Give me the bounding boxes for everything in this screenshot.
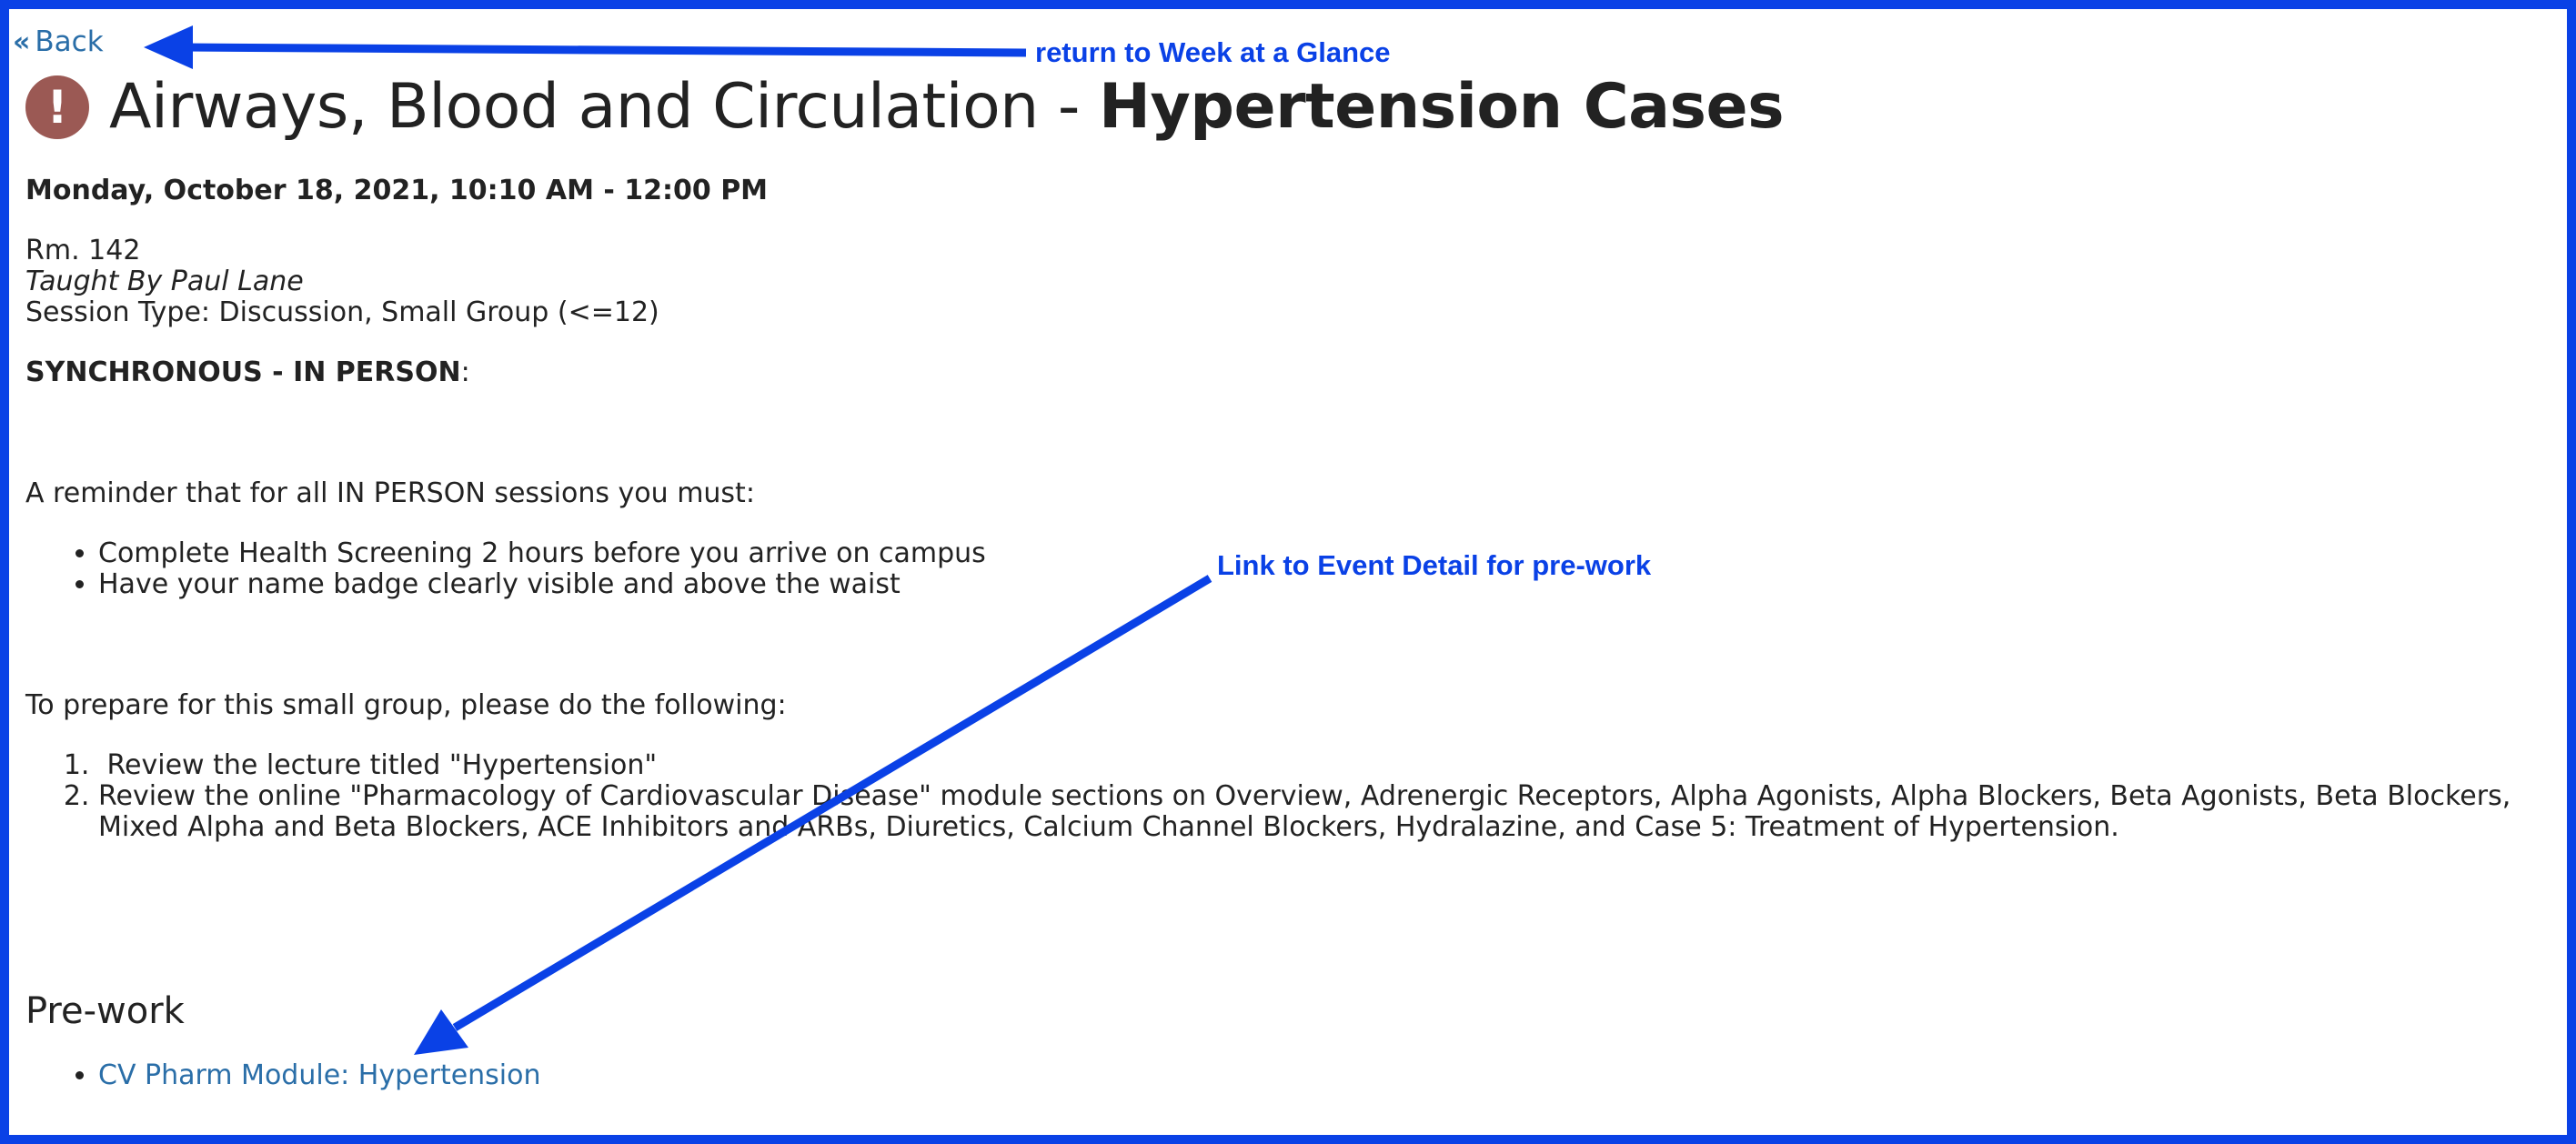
back-link[interactable]: « Back [13, 25, 104, 58]
alert-glyph: ! [46, 80, 68, 134]
list-item: Complete Health Screening 2 hours before… [98, 538, 986, 569]
annotation-prework: Link to Event Detail for pre-work [1217, 549, 1652, 581]
event-title-bold: Hypertension Cases [1099, 71, 1785, 143]
event-title-prefix: Airways, Blood and Circulation - [109, 71, 1100, 143]
reminder-intro: A reminder that for all IN PERSON sessio… [25, 477, 755, 509]
prework-list: CV Pharm Module: Hypertension [25, 1060, 541, 1091]
annotation-back: return to Week at a Glance [1035, 36, 1391, 68]
event-session-type: Session Type: Discussion, Small Group (<… [25, 296, 659, 328]
prepare-steps: Review the lecture titled "Hypertension"… [25, 750, 2576, 843]
exclamation-circle-icon: ! [25, 75, 89, 139]
list-item: CV Pharm Module: Hypertension [98, 1060, 541, 1091]
prework-heading: Pre-work [25, 990, 185, 1032]
prework-link[interactable]: CV Pharm Module: Hypertension [98, 1059, 541, 1091]
session-mode-suffix: : [460, 356, 470, 388]
page-title: ! Airways, Blood and Circulation - Hyper… [25, 71, 1785, 143]
prepare-intro: To prepare for this small group, please … [25, 689, 787, 721]
event-datetime: Monday, October 18, 2021, 10:10 AM - 12:… [25, 175, 769, 206]
list-item: Review the online "Pharmacology of Cardi… [98, 781, 2576, 843]
list-item: Review the lecture titled "Hypertension" [98, 750, 2576, 781]
back-label: Back [35, 25, 104, 58]
event-title: Airways, Blood and Circulation - Hyperte… [109, 71, 1785, 143]
event-instructor: Taught By Paul Lane [25, 266, 304, 297]
double-chevron-left-icon: « [13, 25, 30, 58]
event-room: Rm. 142 [25, 235, 141, 266]
session-mode-label: SYNCHRONOUS - IN PERSON [25, 356, 461, 388]
list-item: Have your name badge clearly visible and… [98, 569, 986, 600]
session-mode: SYNCHRONOUS - IN PERSON: [25, 357, 470, 388]
reminder-list: Complete Health Screening 2 hours before… [25, 538, 986, 600]
